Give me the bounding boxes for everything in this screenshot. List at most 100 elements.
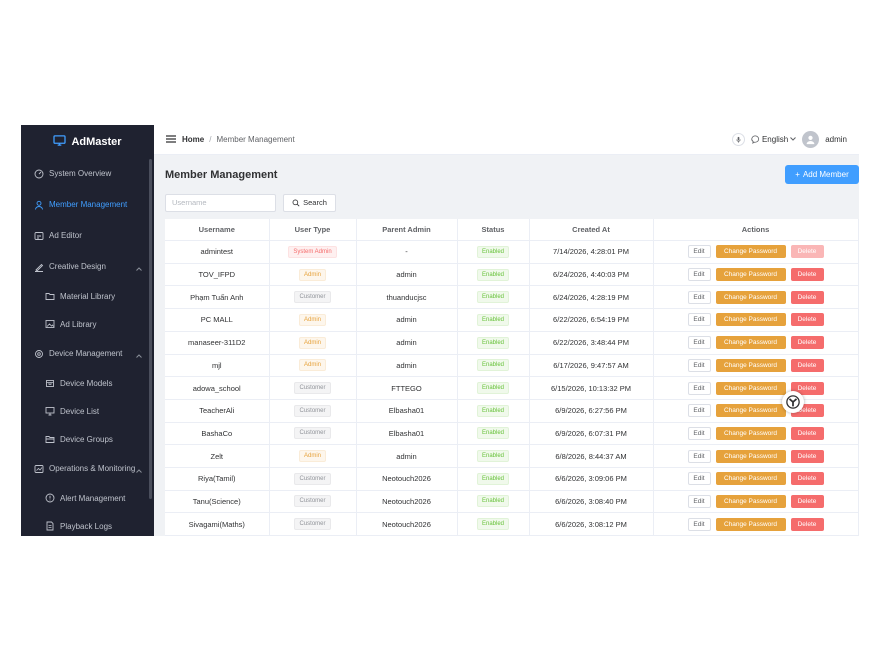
parent-admin-cell: - <box>356 240 458 264</box>
change-password-button[interactable]: Change Password <box>715 517 786 531</box>
edit-button[interactable]: Edit <box>687 268 711 282</box>
sidebar-item-member-management[interactable]: Member Management <box>21 189 154 220</box>
user-type-cell: Customer <box>269 422 357 446</box>
change-password-button[interactable]: Change Password <box>715 472 786 486</box>
edit-button[interactable]: Edit <box>687 517 711 531</box>
user-type-tag: Customer <box>294 404 331 417</box>
sidebar-item-label: Material Library <box>60 291 116 301</box>
actions-cell: Edit Change Password Delete <box>653 331 859 355</box>
image-icon <box>45 319 55 329</box>
sidebar-scrollbar[interactable] <box>149 159 152 499</box>
sidebar-item-material-library[interactable]: Material Library <box>21 282 154 310</box>
edit-button[interactable]: Edit <box>687 494 711 508</box>
status-cell: Enabled <box>457 444 530 468</box>
microphone-icon[interactable] <box>731 132 745 146</box>
sidebar-item-creative-design[interactable]: Creative Design <box>21 251 154 282</box>
edit-button[interactable]: Edit <box>687 381 711 395</box>
edit-button[interactable]: Edit <box>687 313 711 327</box>
alert-icon <box>45 493 55 503</box>
sidebar-item-device-management[interactable]: Device Management <box>21 338 154 369</box>
change-password-button[interactable]: Change Password <box>715 358 786 372</box>
sidebar-item-label: Ad Library <box>60 319 97 329</box>
sidebar-item-ad-library[interactable]: Ad Library <box>21 310 154 338</box>
sidebar-item-playback-logs[interactable]: Playback Logs <box>21 512 154 536</box>
change-password-button[interactable]: Change Password <box>715 336 786 350</box>
delete-button[interactable]: Delete <box>790 426 824 440</box>
username-cell: Riya(Tamil) <box>165 467 270 491</box>
search-button[interactable]: Search <box>283 193 336 212</box>
username-cell: Zelt <box>165 444 270 468</box>
row-actions: Edit Change Password Delete <box>654 449 858 463</box>
breadcrumb-home[interactable]: Home <box>182 134 205 144</box>
change-password-button[interactable]: Change Password <box>715 449 786 463</box>
column-header-parent-admin: Parent Admin <box>356 218 458 242</box>
edit-button[interactable]: Edit <box>687 290 711 304</box>
delete-button[interactable]: Delete <box>790 381 824 395</box>
document-icon <box>45 521 55 531</box>
username-search-input[interactable] <box>165 193 276 212</box>
sidebar-item-device-models[interactable]: Device Models <box>21 369 154 397</box>
user-type-tag: Customer <box>294 427 331 440</box>
status-badge: Enabled <box>476 291 510 304</box>
username-cell: Phạm Tuấn Anh <box>165 285 270 310</box>
user-type-cell: Customer <box>269 376 357 400</box>
brand[interactable]: AdMaster <box>21 125 154 158</box>
edit-button[interactable]: Edit <box>687 336 711 350</box>
box-icon <box>45 378 55 388</box>
avatar[interactable] <box>802 130 820 148</box>
status-badge: Enabled <box>476 518 510 531</box>
created-at-cell: 6/24/2026, 4:28:19 PM <box>529 285 654 310</box>
chevron-up-icon[interactable] <box>136 351 142 358</box>
delete-button[interactable]: Delete <box>790 472 824 486</box>
page-header: Member Management + Add Member <box>165 165 859 185</box>
delete-button[interactable]: Delete <box>790 358 824 372</box>
delete-button[interactable]: Delete <box>790 494 824 508</box>
user-type-cell: Customer <box>269 467 357 491</box>
edit-button[interactable]: Edit <box>687 245 711 259</box>
delete-button[interactable]: Delete <box>790 268 824 282</box>
sidebar-item-operations-and-monitoring[interactable]: Operations & Monitoring <box>21 453 154 484</box>
status-badge: Enabled <box>476 268 510 281</box>
sidebar-item-alert-management[interactable]: Alert Management <box>21 484 154 512</box>
floating-assistant-button[interactable] <box>782 391 804 413</box>
table-row: PC MALL Admin admin Enabled 6/22/2026, 6:54:… <box>165 308 859 332</box>
chevron-up-icon[interactable] <box>136 264 142 271</box>
delete-button[interactable]: Delete <box>790 449 824 463</box>
chevron-up-icon[interactable] <box>136 466 142 473</box>
edit-button[interactable]: Edit <box>687 426 711 440</box>
sidebar-item-device-list[interactable]: Device List <box>21 397 154 425</box>
change-password-button[interactable]: Change Password <box>715 426 786 440</box>
language-selector[interactable]: English <box>751 135 797 144</box>
change-password-button[interactable]: Change Password <box>715 290 786 304</box>
parent-admin-cell: Neotouch2026 <box>356 467 458 491</box>
edit-button[interactable]: Edit <box>687 449 711 463</box>
change-password-button[interactable]: Change Password <box>715 381 786 395</box>
user-type-tag: Admin <box>298 268 326 281</box>
menu-toggle-icon[interactable] <box>166 135 176 143</box>
sidebar-item-ad-editor[interactable]: Ad Editor <box>21 220 154 251</box>
change-password-button[interactable]: Change Password <box>715 494 786 508</box>
monitor-icon <box>45 406 55 416</box>
table-row: BashaCo Customer Elbasha01 Enabled 6/9/2026,… <box>165 422 859 446</box>
sidebar-item-system-overview[interactable]: System Overview <box>21 158 154 189</box>
change-password-button[interactable]: Change Password <box>715 313 786 327</box>
user-name[interactable]: admin <box>825 134 847 144</box>
add-member-button[interactable]: + Add Member <box>785 165 859 185</box>
delete-button[interactable]: Delete <box>790 313 824 327</box>
table-header-row: Username User Type Parent Admin Status Creat… <box>165 218 859 242</box>
change-password-button[interactable]: Change Password <box>715 268 786 282</box>
delete-button[interactable]: Delete <box>790 290 824 304</box>
delete-button[interactable]: Delete <box>790 336 824 350</box>
topbar-actions: English admin <box>731 130 847 148</box>
sidebar-item-device-groups[interactable]: Device Groups <box>21 425 154 453</box>
sidebar-menu: System Overview Member Management Ad Edito… <box>21 158 154 536</box>
sidebar-item-label: System Overview <box>49 169 112 178</box>
delete-button[interactable]: Delete <box>790 517 824 531</box>
edit-button[interactable]: Edit <box>687 472 711 486</box>
created-at-cell: 6/24/2026, 4:40:03 PM <box>529 263 654 287</box>
edit-button[interactable]: Edit <box>687 358 711 372</box>
edit-button[interactable]: Edit <box>687 404 711 418</box>
change-password-button[interactable]: Change Password <box>715 245 786 259</box>
row-actions: Edit Change Password Delete <box>654 313 858 327</box>
change-password-button[interactable]: Change Password <box>715 404 786 418</box>
